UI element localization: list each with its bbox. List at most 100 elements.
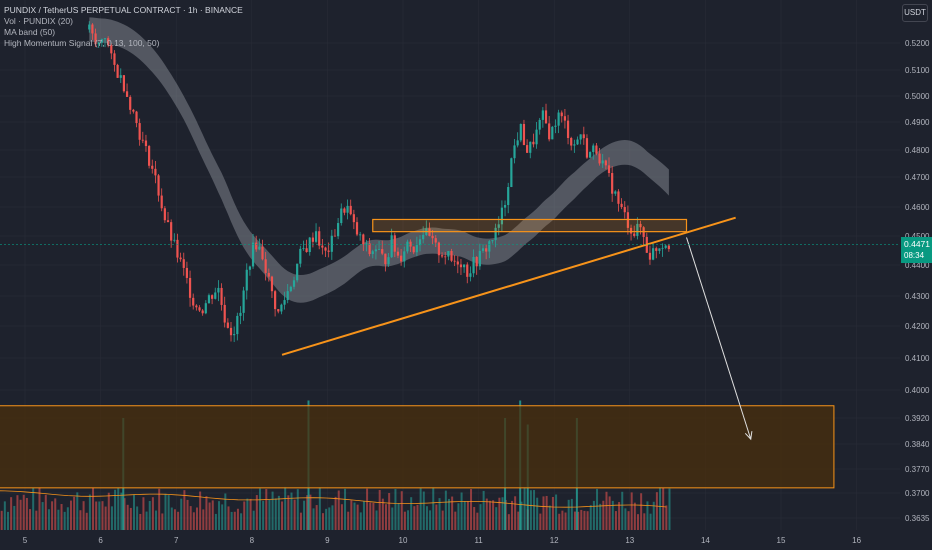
- volume-bar: [586, 511, 589, 530]
- volume-bar: [649, 513, 652, 530]
- volume-bar: [668, 488, 671, 530]
- candle-body: [466, 264, 469, 277]
- volume-bar: [230, 511, 233, 530]
- candle-body: [589, 152, 592, 158]
- candle-body: [195, 305, 198, 308]
- candle-body: [314, 231, 318, 242]
- volume-bar: [558, 513, 561, 530]
- volume-bar: [246, 498, 249, 530]
- candle-body: [340, 208, 343, 224]
- volume-bar: [195, 507, 198, 530]
- volume-bar: [479, 504, 482, 530]
- time-tick-label: 6: [98, 536, 103, 545]
- volume-bar: [233, 511, 236, 530]
- volume-bar: [25, 497, 28, 530]
- volume-bar: [221, 504, 224, 530]
- candle-body: [667, 245, 670, 250]
- candle-body: [129, 96, 132, 110]
- volume-bar: [293, 499, 296, 530]
- volume-bar: [22, 494, 25, 530]
- volume-bar: [362, 500, 365, 530]
- volume-bar: [312, 508, 315, 530]
- volume-bar: [110, 506, 113, 530]
- candle-body: [119, 75, 122, 78]
- candle-body: [116, 64, 119, 78]
- candle-body: [192, 297, 195, 306]
- volume-bar: [177, 511, 180, 530]
- candle-body: [532, 141, 535, 145]
- candle-body: [299, 248, 302, 264]
- time-tick-label: 11: [474, 536, 483, 545]
- price-tick-label: 0.5000: [905, 92, 930, 101]
- candle-body: [170, 222, 173, 241]
- symbol-title[interactable]: PUNDIX / TetherUS PERPETUAL CONTRACT · 1…: [4, 5, 243, 15]
- candle-body: [513, 145, 516, 159]
- volume-bar: [69, 500, 72, 530]
- candle-body: [639, 223, 642, 228]
- price-axis[interactable]: 0.5200 0.5100 0.5000 0.4900 0.4800 0.4700 0.46…: [900, 0, 932, 530]
- candle-body: [387, 257, 390, 265]
- candle-body: [242, 290, 245, 313]
- volume-bar: [309, 494, 312, 530]
- candle-body: [554, 125, 557, 127]
- candle-body: [557, 112, 560, 126]
- ascending-trendline[interactable]: [281, 216, 736, 356]
- volume-bar: [596, 488, 599, 530]
- volume-ma-line: [0, 490, 667, 508]
- candle-body: [283, 300, 286, 305]
- volume-bar: [447, 498, 450, 530]
- candle-body: [226, 322, 229, 328]
- candle-body: [453, 260, 456, 262]
- resistance-zone[interactable]: [372, 218, 688, 233]
- price-tick-label: 0.3770: [905, 465, 930, 474]
- volume-bar: [63, 511, 66, 530]
- volume-bar: [0, 510, 3, 530]
- time-tick-label: 12: [550, 536, 559, 545]
- volume-bar: [602, 500, 605, 530]
- volume-bar: [76, 492, 79, 530]
- candle-body: [393, 235, 396, 252]
- time-tick-label: 5: [23, 536, 28, 545]
- volume-bar: [482, 490, 485, 530]
- volume-bar: [155, 510, 158, 530]
- candle-body: [450, 250, 453, 261]
- candle-body: [138, 123, 141, 140]
- candle-body: [371, 251, 374, 255]
- volume-bar: [388, 493, 391, 530]
- candle-body: [349, 205, 352, 215]
- price-tick-label: 0.4900: [905, 118, 930, 127]
- projection-arrow[interactable]: [686, 237, 753, 441]
- volume-bar: [164, 493, 167, 530]
- volume-bar: [13, 505, 16, 530]
- volume-bar: [627, 511, 630, 530]
- candle-body: [280, 304, 283, 312]
- candle-body: [444, 256, 447, 258]
- volume-bar: [38, 487, 41, 530]
- demand-zone[interactable]: [0, 405, 835, 489]
- volume-indicator-label[interactable]: Vol · PUNDIX (20): [4, 16, 73, 26]
- candle-body: [563, 116, 567, 121]
- volume-bar: [334, 496, 337, 530]
- time-tick-label: 14: [701, 536, 710, 545]
- currency-button[interactable]: USDT: [902, 4, 928, 22]
- ma-band-label[interactable]: MA band (50): [4, 27, 56, 37]
- volume-bar: [16, 495, 19, 530]
- volume-bar: [161, 513, 164, 530]
- candle-body: [658, 248, 661, 251]
- volume-bar: [488, 500, 491, 530]
- volume-bar: [202, 509, 205, 530]
- volume-bar: [570, 498, 573, 530]
- volume-bar: [555, 494, 558, 530]
- candle-body: [346, 205, 349, 213]
- volume-bar: [51, 501, 54, 530]
- volume-bar: [577, 511, 580, 530]
- momentum-signal-label[interactable]: High Momentum Signal (7, 0.13, 100, 50): [4, 38, 160, 48]
- volume-bar: [255, 495, 258, 530]
- volume-bar: [419, 488, 422, 530]
- volume-bar: [249, 498, 252, 530]
- time-axis[interactable]: 5 6 7 8 9 10 11 12 13 14 15 16: [0, 530, 932, 550]
- candle-body: [551, 126, 554, 140]
- candle-body: [456, 261, 459, 265]
- candle-body: [292, 280, 296, 287]
